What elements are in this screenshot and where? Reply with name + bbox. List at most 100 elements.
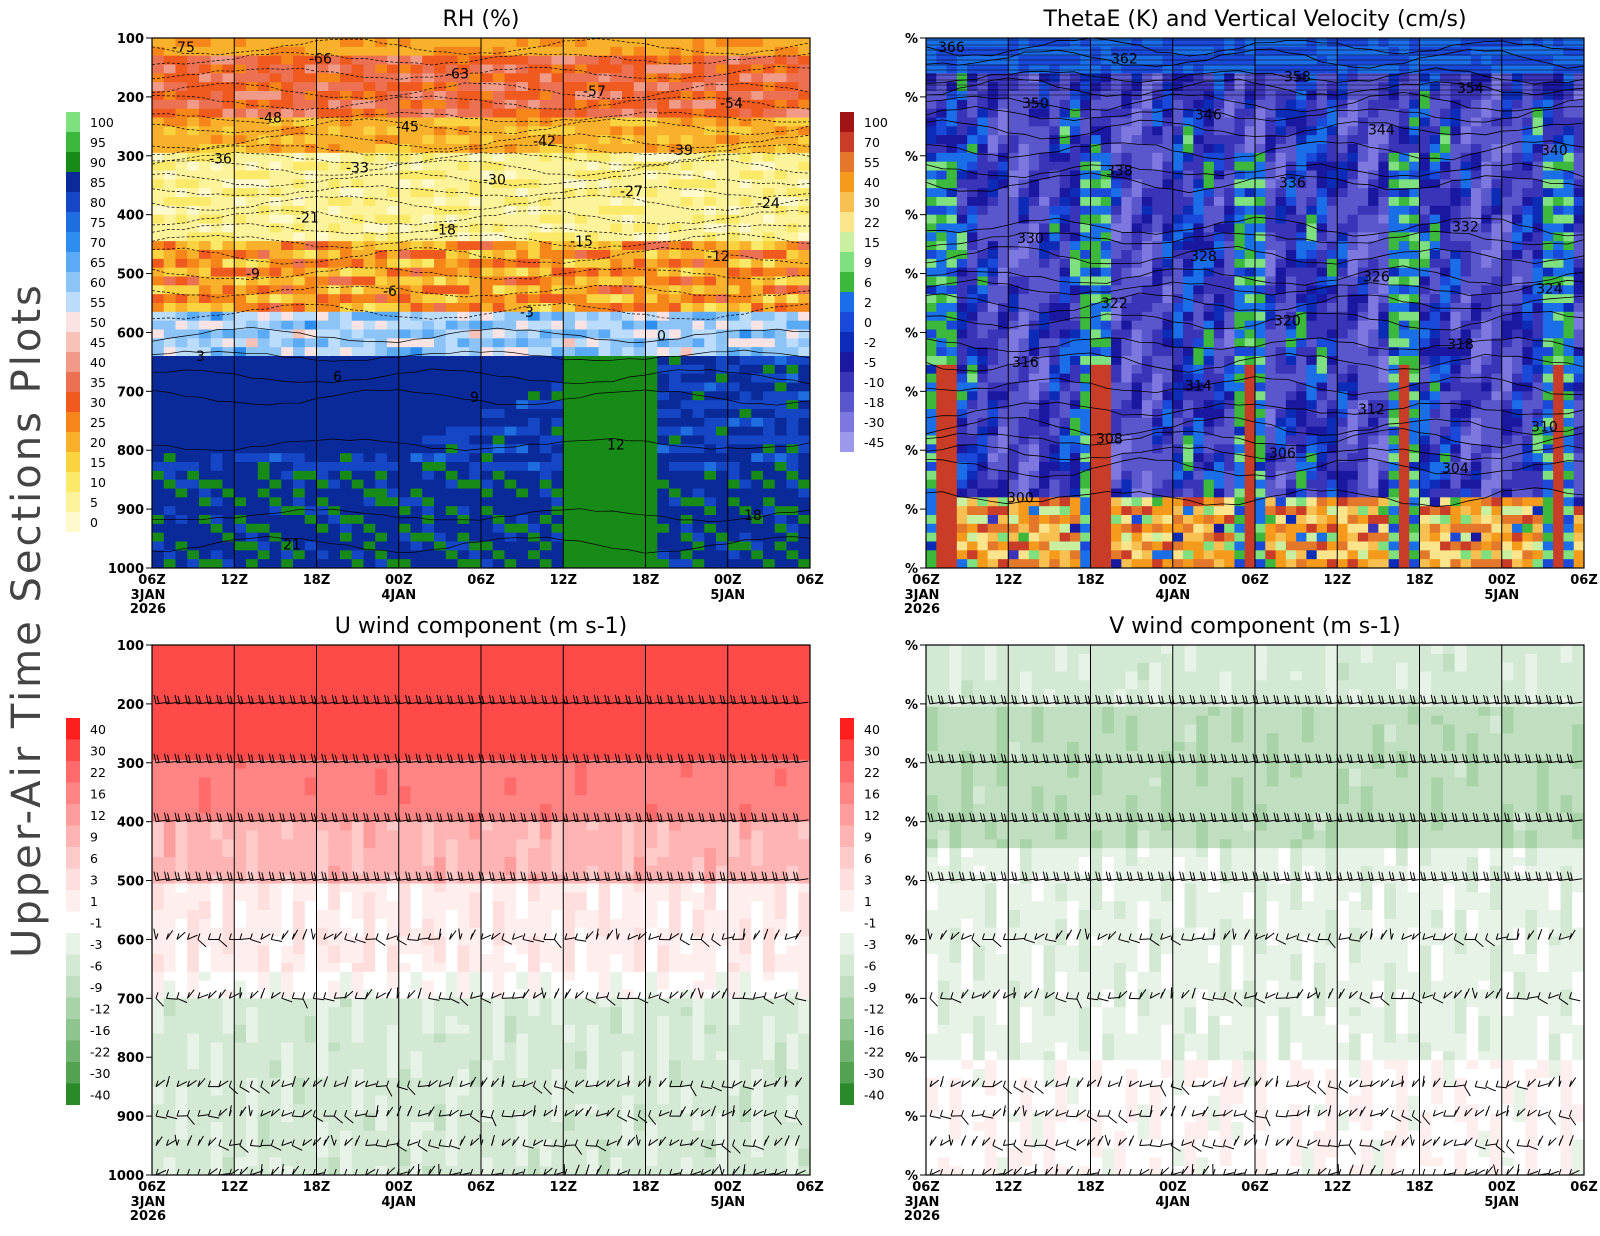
rh-cell (563, 506, 576, 516)
rh-cell (704, 550, 717, 560)
vertical-velocity-cell (1141, 91, 1153, 101)
rh-cell (387, 285, 400, 295)
rh-cell (316, 258, 329, 269)
rh-cell (798, 188, 810, 198)
rh-cell (692, 523, 705, 534)
rh-cell (610, 108, 623, 119)
vertical-velocity-cell (936, 46, 948, 57)
rh-cell (163, 347, 177, 357)
vertical-velocity-cell (1111, 338, 1122, 348)
rh-cell (293, 126, 306, 136)
rh-cell (669, 506, 682, 516)
rh-cell (187, 91, 200, 101)
temperature-contour-label: -24 (757, 196, 780, 212)
vertical-velocity-cell (1069, 55, 1081, 66)
vertical-velocity-cell (1008, 267, 1020, 278)
rh-cell (445, 311, 459, 322)
rh-cell (763, 435, 776, 445)
rh-cell (481, 152, 494, 163)
temperature-contour-label: -36 (209, 152, 232, 168)
rh-cell (457, 541, 470, 551)
vertical-velocity-cell (1131, 506, 1143, 516)
rh-cell (516, 197, 529, 207)
rh-cell (234, 179, 247, 189)
rh-cell (410, 311, 423, 322)
rh-cell (610, 435, 623, 445)
rh-cell (398, 559, 412, 568)
rh-cell (727, 241, 741, 251)
temperature-contour-label: -18 (433, 222, 456, 238)
vertical-velocity-cell (926, 435, 937, 445)
rh-cell (704, 205, 717, 216)
rh-cell (222, 550, 235, 560)
rh-field (152, 38, 810, 568)
rh-cell (398, 294, 412, 304)
rh-cell (504, 550, 517, 560)
vertical-velocity-cell (1172, 214, 1184, 225)
vertical-velocity-cell (1049, 559, 1061, 568)
rh-cell (504, 179, 517, 189)
vertical-velocity-cell (1069, 391, 1081, 401)
rh-cell (328, 179, 341, 189)
rh-cell (727, 250, 741, 260)
rh-cell (774, 382, 788, 392)
vertical-velocity-cell (956, 82, 968, 92)
vertical-velocity-cell (1090, 559, 1102, 568)
rh-cell (798, 320, 810, 331)
rh-cell (375, 488, 388, 498)
rh-cell (763, 426, 776, 437)
rh-cell (739, 417, 752, 428)
vertical-velocity-cell (967, 232, 979, 242)
rh-cell (680, 364, 694, 375)
vertical-velocity-cell (1028, 82, 1040, 92)
rh-cell (481, 329, 494, 339)
rh-cell (281, 170, 294, 180)
rh-cell (645, 179, 658, 189)
rh-cell (269, 285, 282, 295)
rh-cell (692, 417, 705, 428)
rh-cell (457, 356, 470, 366)
rh-cell (316, 444, 329, 454)
rh-cell (657, 170, 670, 180)
vertical-velocity-cell (1090, 462, 1102, 472)
vertical-velocity-cell (987, 303, 999, 313)
vertical-velocity-cell (1028, 515, 1040, 525)
rh-cell (598, 409, 611, 419)
rh-cell (528, 497, 541, 507)
vertical-velocity-cell (967, 364, 979, 375)
rh-cell (246, 223, 259, 233)
rh-cell (680, 497, 694, 507)
vertical-velocity-cell (1069, 417, 1081, 428)
rh-cell (610, 532, 623, 543)
rh-cell (586, 205, 600, 216)
vertical-velocity-cell (1141, 205, 1153, 216)
vertical-velocity-cell (956, 347, 968, 357)
rh-cell (363, 232, 376, 242)
rh-cell (363, 515, 376, 525)
rh-cell (375, 497, 388, 507)
rh-cell (351, 197, 365, 207)
rh-cell (751, 373, 764, 384)
rh-cell (210, 144, 224, 154)
vertical-velocity-cell (1172, 64, 1184, 74)
rh-cell (727, 409, 741, 419)
vertical-velocity-cell (1121, 329, 1133, 339)
rh-cell (786, 117, 799, 127)
rh-cell (469, 382, 482, 392)
rh-cell (363, 444, 376, 454)
vertical-velocity-cell (977, 170, 989, 180)
vertical-velocity-cell (997, 152, 1009, 163)
rh-cell (210, 417, 224, 428)
rh-cell (387, 444, 400, 454)
rh-cell (481, 144, 494, 154)
vertical-velocity-cell (1069, 197, 1081, 207)
rh-cell (469, 373, 482, 384)
rh-cell (304, 258, 318, 269)
rh-cell (704, 144, 717, 154)
rh-cell (210, 294, 224, 304)
vertical-velocity-cell (967, 303, 979, 313)
vertical-velocity-cell (1059, 205, 1071, 216)
rh-cell (152, 241, 165, 251)
rh-cell (340, 488, 353, 498)
rh-cell (528, 258, 541, 269)
